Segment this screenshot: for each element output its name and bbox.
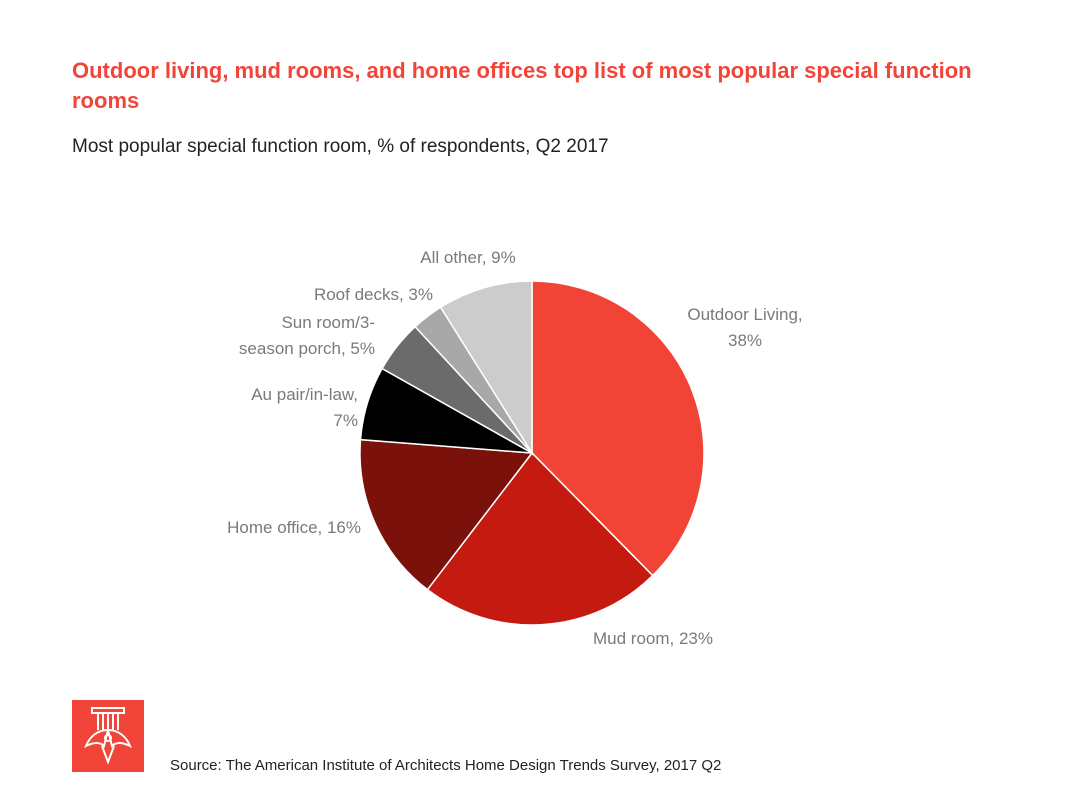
pie-slice-home-office [359,438,534,591]
pie-labels: Outdoor Living, 38% Mud room, 23% Home offi… [227,248,803,648]
chart-title: Outdoor living, mud rooms, and home offi… [72,58,972,113]
slice-label-mud-room: Mud room, 23% [593,629,713,648]
pie-slice-all-other [439,280,533,456]
slice-label-all-other: All other, 9% [420,248,515,267]
slice-label-home-office: Home office, 16% [227,518,361,537]
slice-label-outdoor-living: Outdoor Living, 38% [687,305,802,350]
pie-slice-mud-room [426,451,654,626]
slice-label-sun-room-3-season-porch: Sun room/3-season porch, 5% [239,313,375,358]
source-note: Source: The American Institute of Archit… [170,757,722,774]
chart-subtitle: Most popular special function room, % of… [72,136,609,157]
slice-label-au-pair-in-law: Au pair/in-law, 7% [251,385,358,430]
pie-slice-outdoor-living [531,280,705,577]
aia-eagle-logo-icon [72,700,144,772]
pie-chart: Outdoor Living, 38% Mud room, 23% Home offi… [227,248,803,648]
slice-label-roof-decks: Roof decks, 3% [314,285,433,304]
pie-slices [359,280,705,626]
